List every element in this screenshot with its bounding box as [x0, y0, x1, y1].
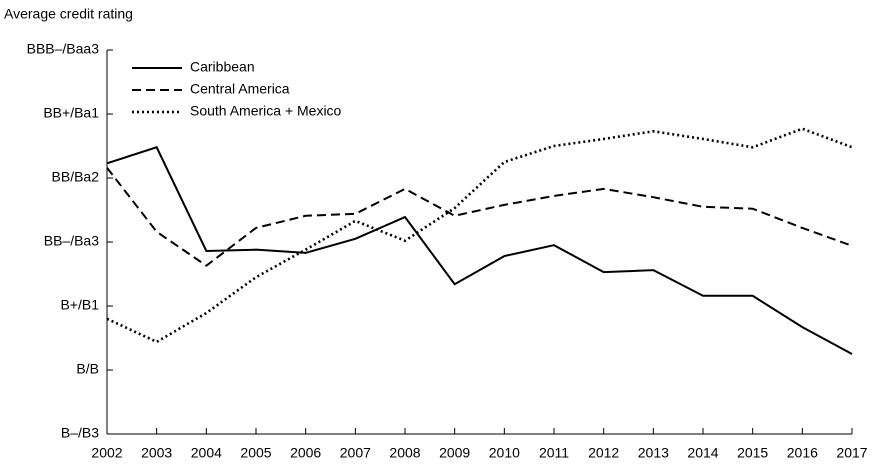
x-tick-label: 2004	[191, 445, 222, 461]
y-tick-label: BB+/Ba1	[43, 105, 99, 121]
x-tick-label: 2011	[539, 445, 569, 461]
x-tick-label: 2008	[389, 445, 420, 461]
x-tick-label: 2016	[787, 445, 818, 461]
y-tick-label: B/B	[76, 361, 99, 377]
chart-title: Average credit rating	[4, 6, 133, 22]
series-line	[106, 146, 853, 355]
legend-label: Central America	[190, 81, 290, 97]
legend-label: South America + Mexico	[190, 103, 342, 119]
y-tick-label: BBB–/Baa3	[27, 41, 100, 57]
x-tick-label: 2013	[638, 445, 669, 461]
x-tick-label: 2009	[439, 445, 470, 461]
x-tick-label: 2010	[489, 445, 520, 461]
x-tick-label: 2017	[836, 445, 867, 461]
x-tick-label: 2012	[588, 445, 619, 461]
x-tick-label: 2014	[687, 445, 718, 461]
legend-label: Caribbean	[190, 59, 255, 75]
x-tick-label: 2006	[290, 445, 321, 461]
series-line	[106, 127, 853, 344]
x-tick-label: 2005	[240, 445, 271, 461]
y-tick-label: B–/B3	[61, 425, 99, 441]
y-tick-label: BB–/Ba3	[44, 233, 99, 249]
series-line	[106, 167, 853, 267]
x-tick-label: 2002	[91, 445, 122, 461]
y-tick-label: B+/B1	[60, 297, 99, 313]
x-tick-label: 2007	[340, 445, 371, 461]
x-tick-label: 2015	[737, 445, 768, 461]
y-tick-label: BB/Ba2	[52, 169, 100, 185]
x-tick-label: 2003	[141, 445, 172, 461]
